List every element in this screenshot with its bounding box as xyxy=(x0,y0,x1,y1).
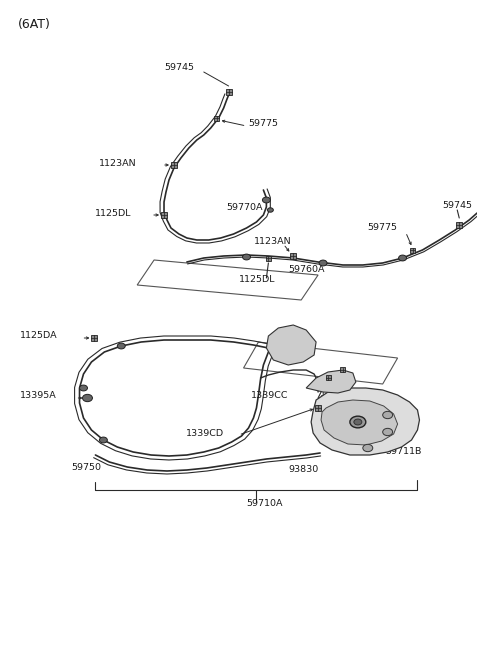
Text: 1339CC: 1339CC xyxy=(251,390,288,400)
Text: 59745: 59745 xyxy=(164,64,194,73)
Polygon shape xyxy=(266,325,316,365)
Ellipse shape xyxy=(263,197,270,203)
Text: 59760A: 59760A xyxy=(288,266,325,274)
Ellipse shape xyxy=(383,428,393,436)
Bar xyxy=(266,255,271,260)
Text: 1123AN: 1123AN xyxy=(99,159,137,167)
Text: 1125DD: 1125DD xyxy=(320,388,359,398)
Text: 59710A: 59710A xyxy=(247,499,283,508)
Polygon shape xyxy=(306,370,356,393)
Bar xyxy=(92,335,97,341)
Bar xyxy=(456,222,462,228)
Text: 59750: 59750 xyxy=(72,464,102,472)
Bar xyxy=(340,367,346,373)
Ellipse shape xyxy=(99,437,108,443)
Ellipse shape xyxy=(83,394,93,401)
Ellipse shape xyxy=(354,419,362,425)
Ellipse shape xyxy=(398,255,407,261)
Text: 59711B: 59711B xyxy=(385,447,422,457)
Ellipse shape xyxy=(319,260,327,266)
Ellipse shape xyxy=(242,254,251,260)
Bar xyxy=(315,405,321,411)
Bar xyxy=(410,247,415,253)
Ellipse shape xyxy=(267,208,273,212)
Ellipse shape xyxy=(80,385,87,391)
Bar xyxy=(290,253,296,259)
Text: 59775: 59775 xyxy=(368,224,398,232)
Polygon shape xyxy=(311,388,420,455)
Text: 1123AN: 1123AN xyxy=(253,237,291,245)
Bar xyxy=(161,212,167,218)
Text: 59775: 59775 xyxy=(249,119,278,129)
Polygon shape xyxy=(321,400,397,445)
Text: 1339CD: 1339CD xyxy=(186,428,224,438)
Ellipse shape xyxy=(383,411,393,419)
Bar xyxy=(214,115,219,121)
Ellipse shape xyxy=(363,444,373,452)
Bar xyxy=(171,162,177,168)
Text: 1125DL: 1125DL xyxy=(95,209,131,218)
Text: (6AT): (6AT) xyxy=(18,18,51,31)
Bar xyxy=(325,375,331,380)
Text: 13395A: 13395A xyxy=(20,392,57,401)
Text: 93830: 93830 xyxy=(288,464,319,474)
Text: 59770A: 59770A xyxy=(227,203,263,211)
Ellipse shape xyxy=(350,416,366,428)
Text: 59745: 59745 xyxy=(443,201,472,209)
Bar xyxy=(226,89,232,95)
Text: 1125DA: 1125DA xyxy=(20,331,58,340)
Text: 1125DL: 1125DL xyxy=(239,276,275,285)
Ellipse shape xyxy=(117,343,125,349)
